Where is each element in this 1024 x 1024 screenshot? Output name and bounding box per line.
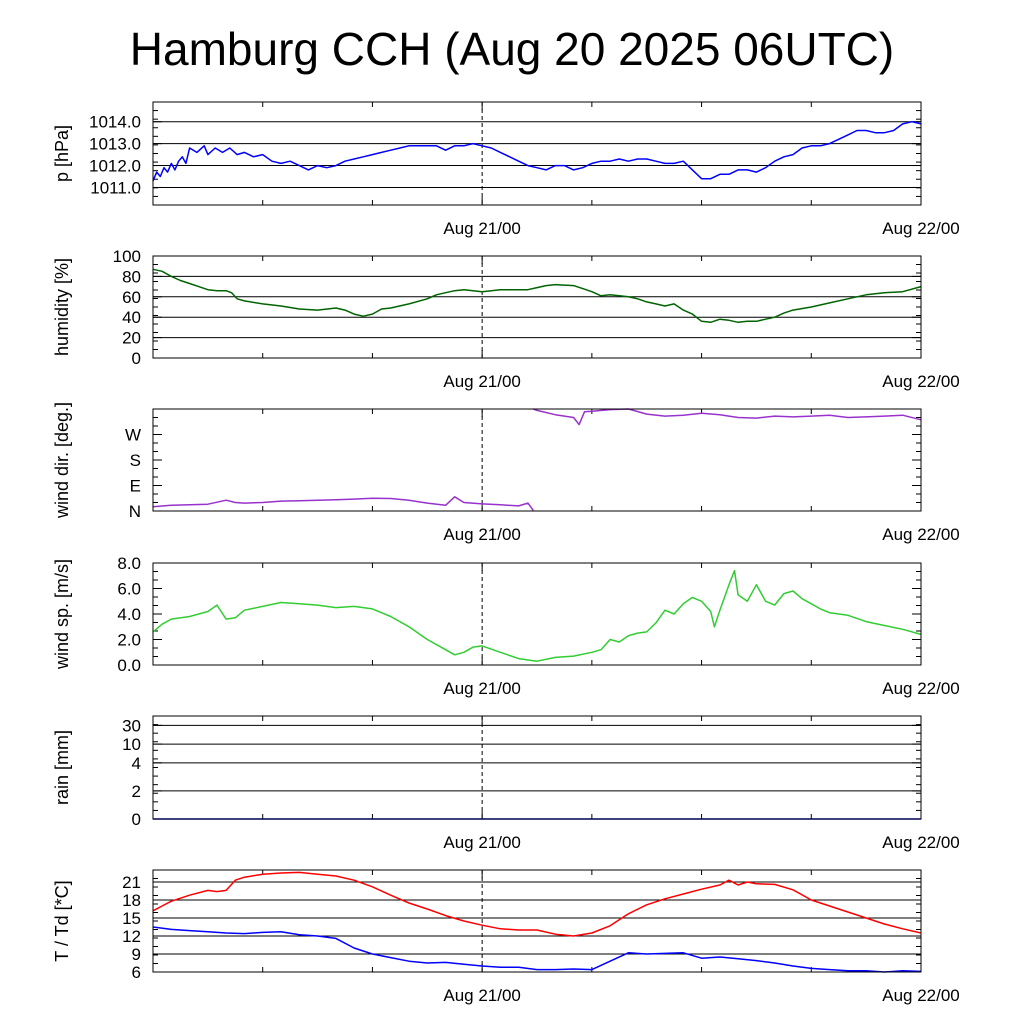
y-tick-label: 9 (132, 945, 141, 964)
y-tick-label: 40 (122, 308, 141, 327)
y-tick-label: E (130, 477, 141, 496)
x-tick-label: Aug 22/00 (882, 679, 960, 698)
x-tick-label: Aug 22/00 (882, 525, 960, 544)
series-line-pressure-0 (152, 120, 922, 182)
series-line-wind-direction-0 (533, 408, 922, 426)
y-tick-label: 12 (122, 927, 141, 946)
y-axis-label: rain [mm] (52, 730, 72, 805)
y-axis-label: p [hPa] (52, 125, 72, 182)
plot-frame (152, 869, 922, 973)
series-line-humidity-0 (152, 268, 922, 324)
y-tick-label: 4.0 (117, 605, 141, 624)
plot-frame (152, 255, 922, 359)
y-tick-label: 20 (122, 329, 141, 348)
chart-title: Hamburg CCH (Aug 20 2025 06UTC) (129, 23, 895, 75)
x-tick-label: Aug 22/00 (882, 833, 960, 852)
plot-frame (152, 562, 922, 666)
y-axis-label: wind dir. [deg.] (52, 402, 72, 519)
y-tick-label: 10 (122, 735, 141, 754)
x-tick-label: Aug 21/00 (443, 525, 521, 544)
y-tick-label: W (125, 426, 141, 445)
y-tick-label: 6.0 (117, 580, 141, 599)
series-line-temperature-0 (152, 871, 922, 937)
panel-pressure: 1011.0 1012.0 1013.0 1014.0 p [hPa] Aug 21/00… (52, 101, 960, 238)
y-axis-label: T / Td [*C] (52, 880, 72, 961)
y-axis-label: humidity [%] (52, 258, 72, 356)
panel-wind-speed: 0.0 2.0 4.0 6.0 8.0 wind sp. [m/s] Aug 21/00 Au… (52, 554, 960, 698)
y-tick-label: 100 (113, 247, 141, 266)
y-axis-label: wind sp. [m/s] (52, 559, 72, 670)
y-tick-label: 2.0 (117, 631, 141, 650)
y-tick-label: 80 (122, 267, 141, 286)
series-line-temperature-1 (152, 926, 922, 973)
x-tick-label: Aug 22/00 (882, 219, 960, 238)
series-line-wind-speed-0 (152, 569, 922, 662)
y-tick-label: 18 (122, 891, 141, 910)
y-tick-label: 1013.0 (89, 135, 141, 154)
y-tick-label: 6 (132, 963, 141, 982)
plot-frame (152, 101, 922, 206)
y-tick-label: N (129, 502, 141, 521)
y-tick-label: 1014.0 (89, 113, 141, 132)
y-tick-label: 2 (132, 782, 141, 801)
x-tick-label: Aug 21/00 (443, 679, 521, 698)
y-tick-label: 60 (122, 288, 141, 307)
x-tick-label: Aug 21/00 (443, 219, 521, 238)
x-tick-label: Aug 22/00 (882, 372, 960, 391)
y-tick-label: 30 (122, 716, 141, 735)
y-tick-label: 0.0 (117, 656, 141, 675)
x-tick-label: Aug 21/00 (443, 833, 521, 852)
plot-frame (152, 408, 922, 512)
y-tick-label: 1012.0 (89, 157, 141, 176)
y-tick-label: 0 (132, 810, 141, 829)
y-tick-label: S (130, 451, 141, 470)
y-tick-label: 15 (122, 909, 141, 928)
plot-frame (152, 715, 922, 820)
series-line-wind-direction-0 (152, 496, 534, 511)
y-tick-label: 4 (132, 754, 141, 773)
y-tick-label: 21 (122, 873, 141, 892)
x-tick-label: Aug 22/00 (882, 986, 960, 1005)
x-tick-label: Aug 21/00 (443, 372, 521, 391)
y-tick-label: 1011.0 (90, 178, 141, 197)
y-tick-label: 0 (132, 349, 141, 368)
x-tick-label: Aug 21/00 (443, 986, 521, 1005)
y-tick-label: 8.0 (117, 554, 141, 573)
